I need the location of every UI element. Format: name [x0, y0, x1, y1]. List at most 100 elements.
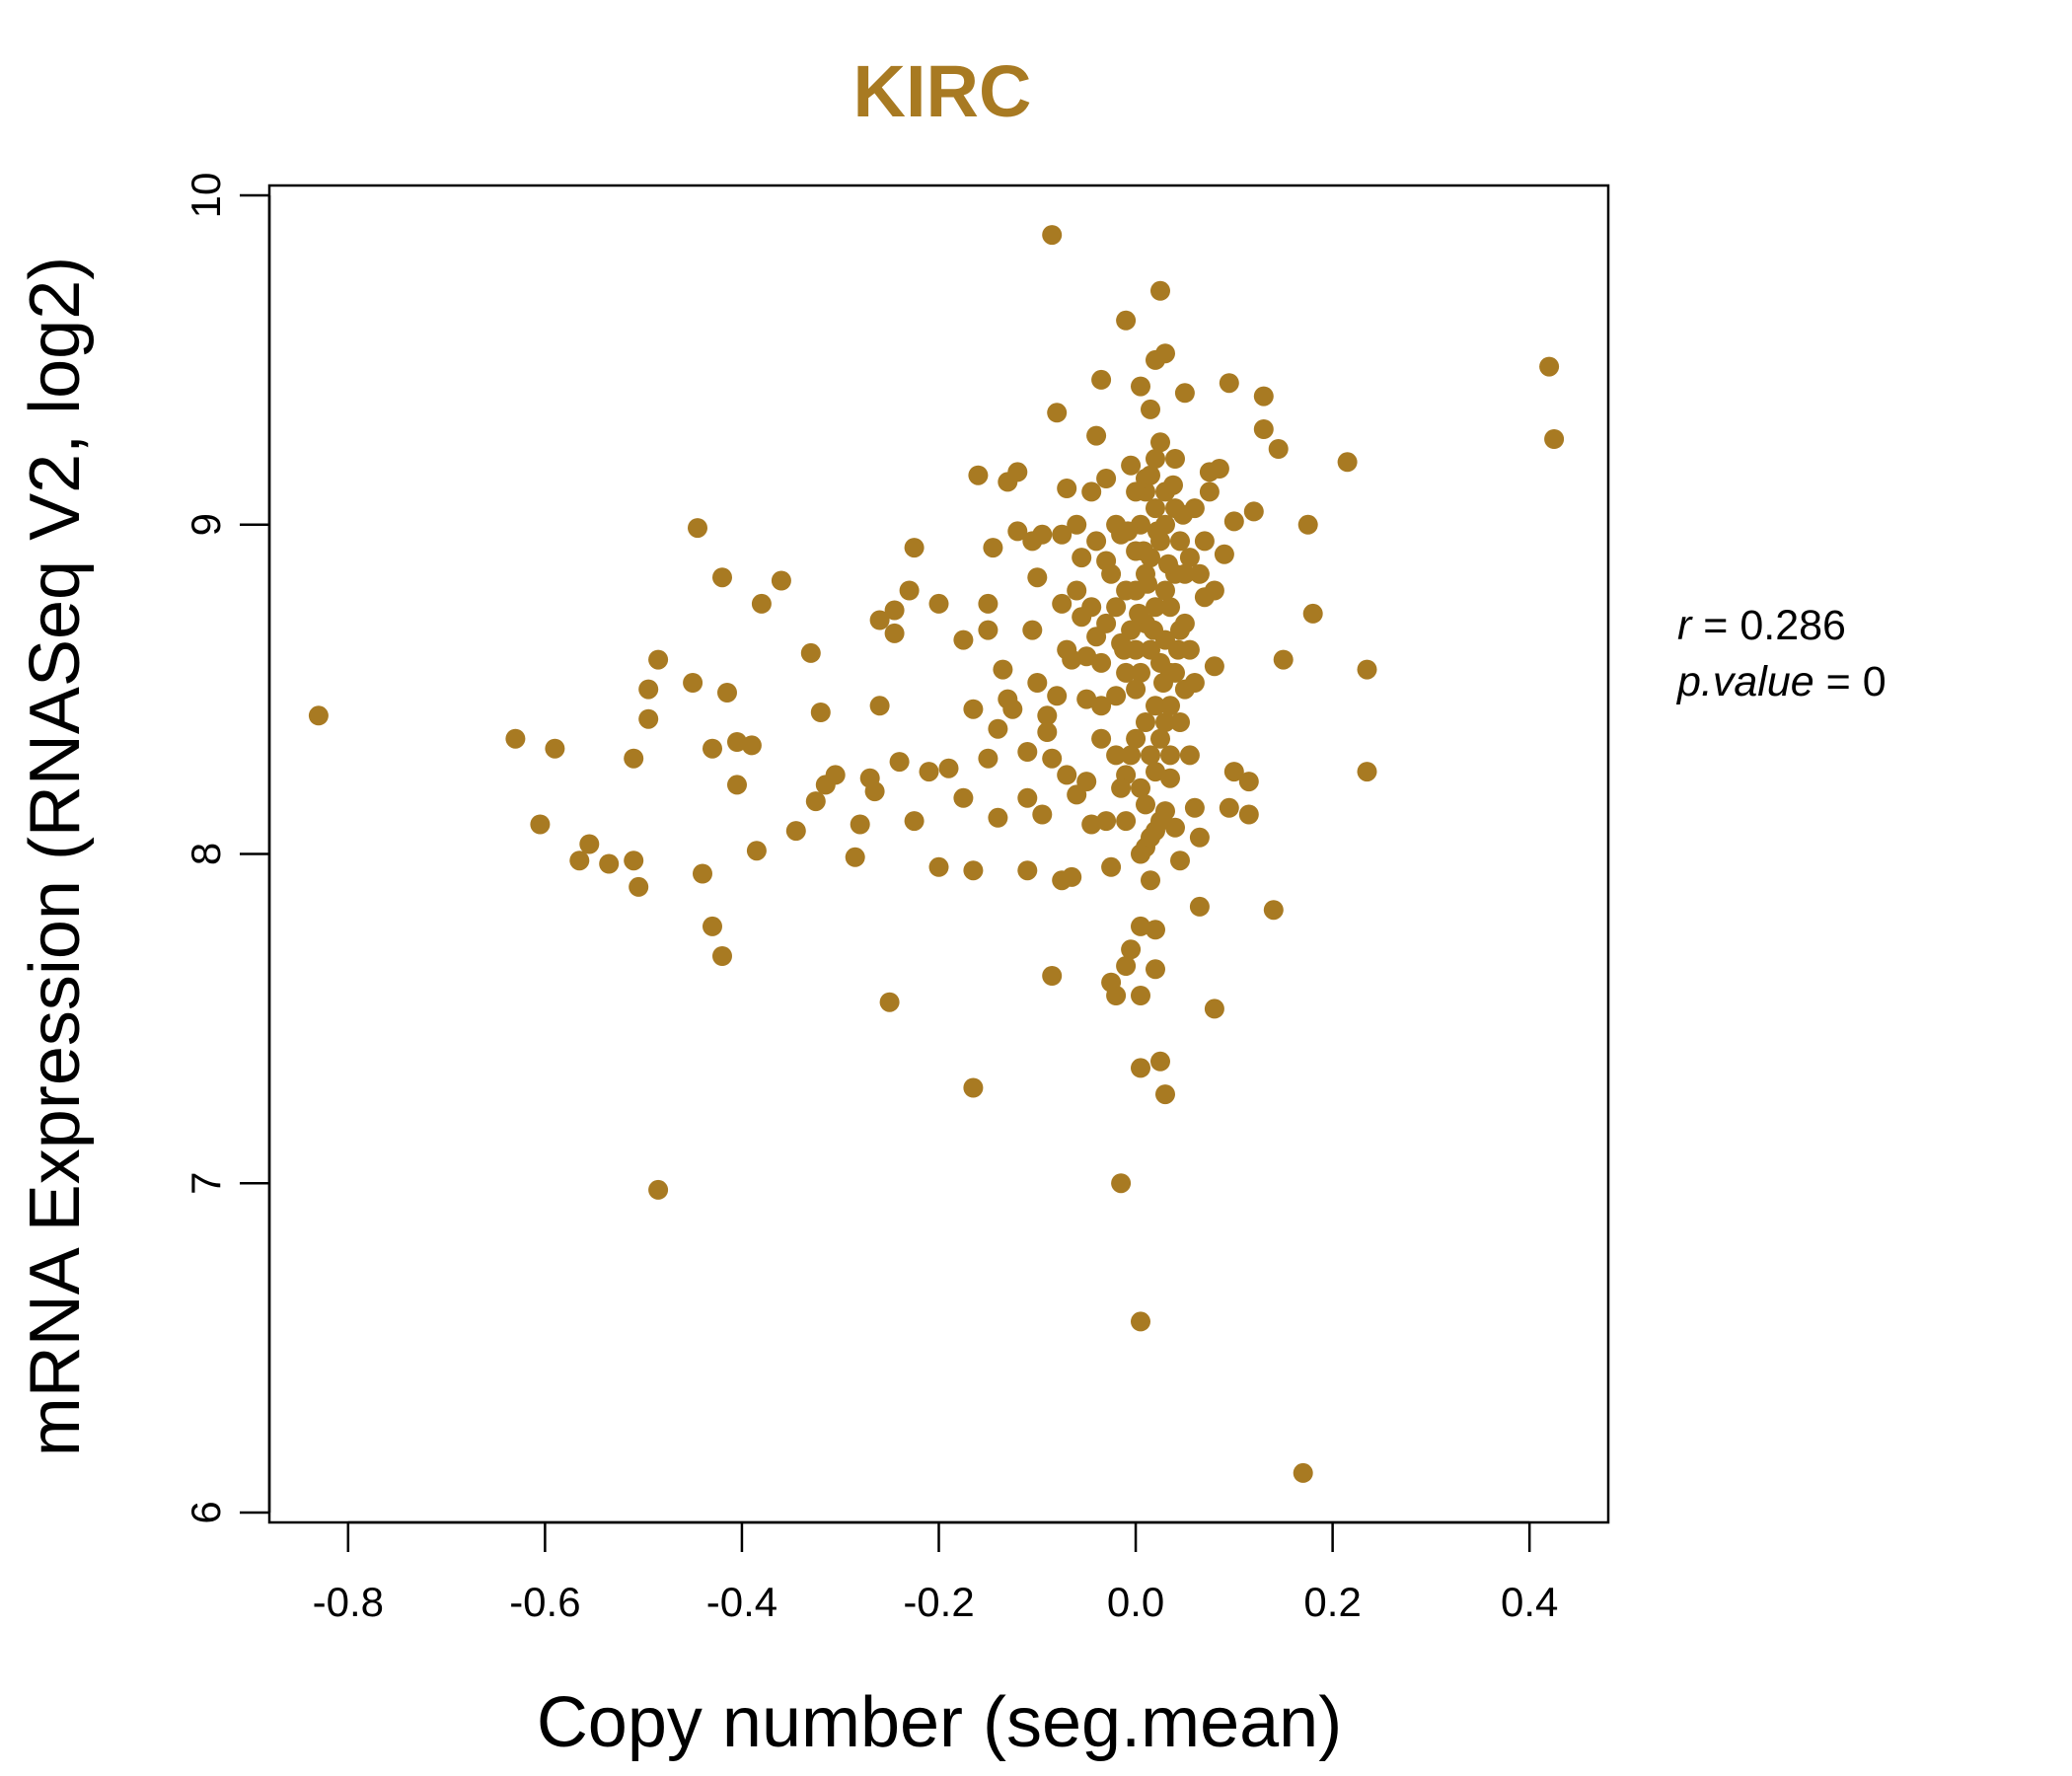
data-point	[968, 465, 989, 485]
x-tick-label: -0.2	[903, 1579, 974, 1625]
data-point	[1126, 679, 1147, 700]
data-point	[1032, 524, 1053, 545]
data-point	[1165, 449, 1185, 469]
plot-frame	[267, 184, 1610, 1524]
data-point	[1263, 900, 1284, 921]
data-point	[712, 567, 732, 588]
data-point	[1057, 765, 1077, 785]
data-point	[629, 876, 649, 897]
data-point	[1155, 343, 1175, 364]
data-point	[904, 538, 925, 558]
data-point	[1131, 662, 1150, 683]
data-point	[1116, 310, 1137, 331]
data-point	[569, 851, 590, 871]
data-point	[978, 748, 999, 769]
data-point	[1017, 787, 1038, 808]
data-point	[1357, 659, 1377, 680]
data-point	[1062, 649, 1082, 670]
data-point	[1144, 620, 1163, 640]
data-point	[530, 814, 551, 835]
data-point	[1022, 620, 1043, 640]
data-point	[1141, 870, 1160, 891]
data-point	[988, 718, 1008, 739]
y-tick-label: 8	[183, 843, 229, 865]
data-point	[1134, 541, 1153, 561]
data-point	[1106, 986, 1127, 1005]
data-point	[963, 699, 984, 719]
data-point	[983, 538, 1003, 558]
x-tick-label: -0.6	[509, 1579, 580, 1625]
correlation-annotation: r = 0.286 p.value = 0	[1675, 602, 1887, 705]
x-tick-label: 0.2	[1303, 1579, 1361, 1625]
data-point	[1067, 580, 1087, 601]
data-point	[1106, 745, 1127, 766]
data-point	[1081, 597, 1102, 618]
data-point	[1116, 811, 1137, 832]
data-point	[1253, 386, 1274, 407]
data-point	[1126, 481, 1147, 502]
data-point	[1131, 844, 1150, 864]
data-point	[1150, 652, 1170, 673]
data-point	[1160, 696, 1180, 716]
data-point	[1032, 804, 1053, 825]
data-point	[1170, 531, 1190, 552]
data-point	[1076, 646, 1097, 667]
data-point	[1189, 827, 1210, 848]
data-point	[1101, 563, 1122, 584]
data-point	[703, 738, 722, 759]
data-point	[1091, 728, 1112, 749]
data-point	[899, 580, 920, 601]
data-point	[1544, 429, 1565, 449]
data-point	[741, 735, 762, 756]
data-point	[1179, 548, 1200, 568]
data-point	[1155, 580, 1175, 601]
x-axis: -0.8 -0.6 -0.4 -0.2 0.0 0.2 0.4	[313, 1520, 1558, 1625]
data-point	[1121, 455, 1142, 476]
data-point	[1174, 383, 1195, 404]
data-point	[1131, 376, 1150, 397]
data-point	[1096, 613, 1117, 633]
data-point	[1096, 811, 1117, 832]
data-point	[1268, 439, 1289, 459]
data-point	[884, 600, 905, 621]
data-point	[884, 623, 905, 643]
data-point	[1076, 772, 1097, 792]
data-point	[785, 821, 806, 842]
data-point	[1136, 712, 1155, 732]
data-point	[1138, 573, 1157, 594]
data-point	[505, 728, 526, 749]
data-point	[845, 847, 865, 867]
data-point	[545, 738, 565, 759]
data-point	[1160, 768, 1180, 788]
data-point	[1150, 811, 1170, 832]
x-tick-label: 0.4	[1501, 1579, 1558, 1625]
data-point	[1184, 797, 1205, 818]
y-tick-label: 10	[183, 173, 229, 219]
data-point	[1081, 481, 1102, 502]
data-point	[1131, 1058, 1150, 1078]
data-point	[1147, 521, 1167, 542]
data-point	[717, 683, 737, 703]
data-point	[1042, 966, 1063, 986]
data-point	[703, 916, 722, 936]
data-point	[978, 620, 999, 640]
data-point	[1017, 742, 1038, 762]
data-point	[1086, 425, 1107, 446]
data-point	[978, 593, 999, 614]
data-point	[1189, 563, 1210, 584]
data-point	[1121, 745, 1142, 766]
y-axis-label: mRNA Expression (RNASeq V2, log2)	[16, 257, 95, 1456]
data-point	[624, 748, 644, 769]
data-point	[1146, 696, 1165, 716]
x-tick-label: -0.8	[313, 1579, 384, 1625]
data-point	[1111, 1173, 1132, 1194]
data-point	[869, 696, 890, 716]
data-point	[771, 570, 791, 591]
data-point	[1141, 827, 1160, 848]
data-point	[1150, 728, 1170, 749]
data-point	[1121, 620, 1142, 640]
data-point	[1131, 986, 1150, 1005]
data-point	[1076, 689, 1097, 709]
data-point	[919, 762, 939, 782]
